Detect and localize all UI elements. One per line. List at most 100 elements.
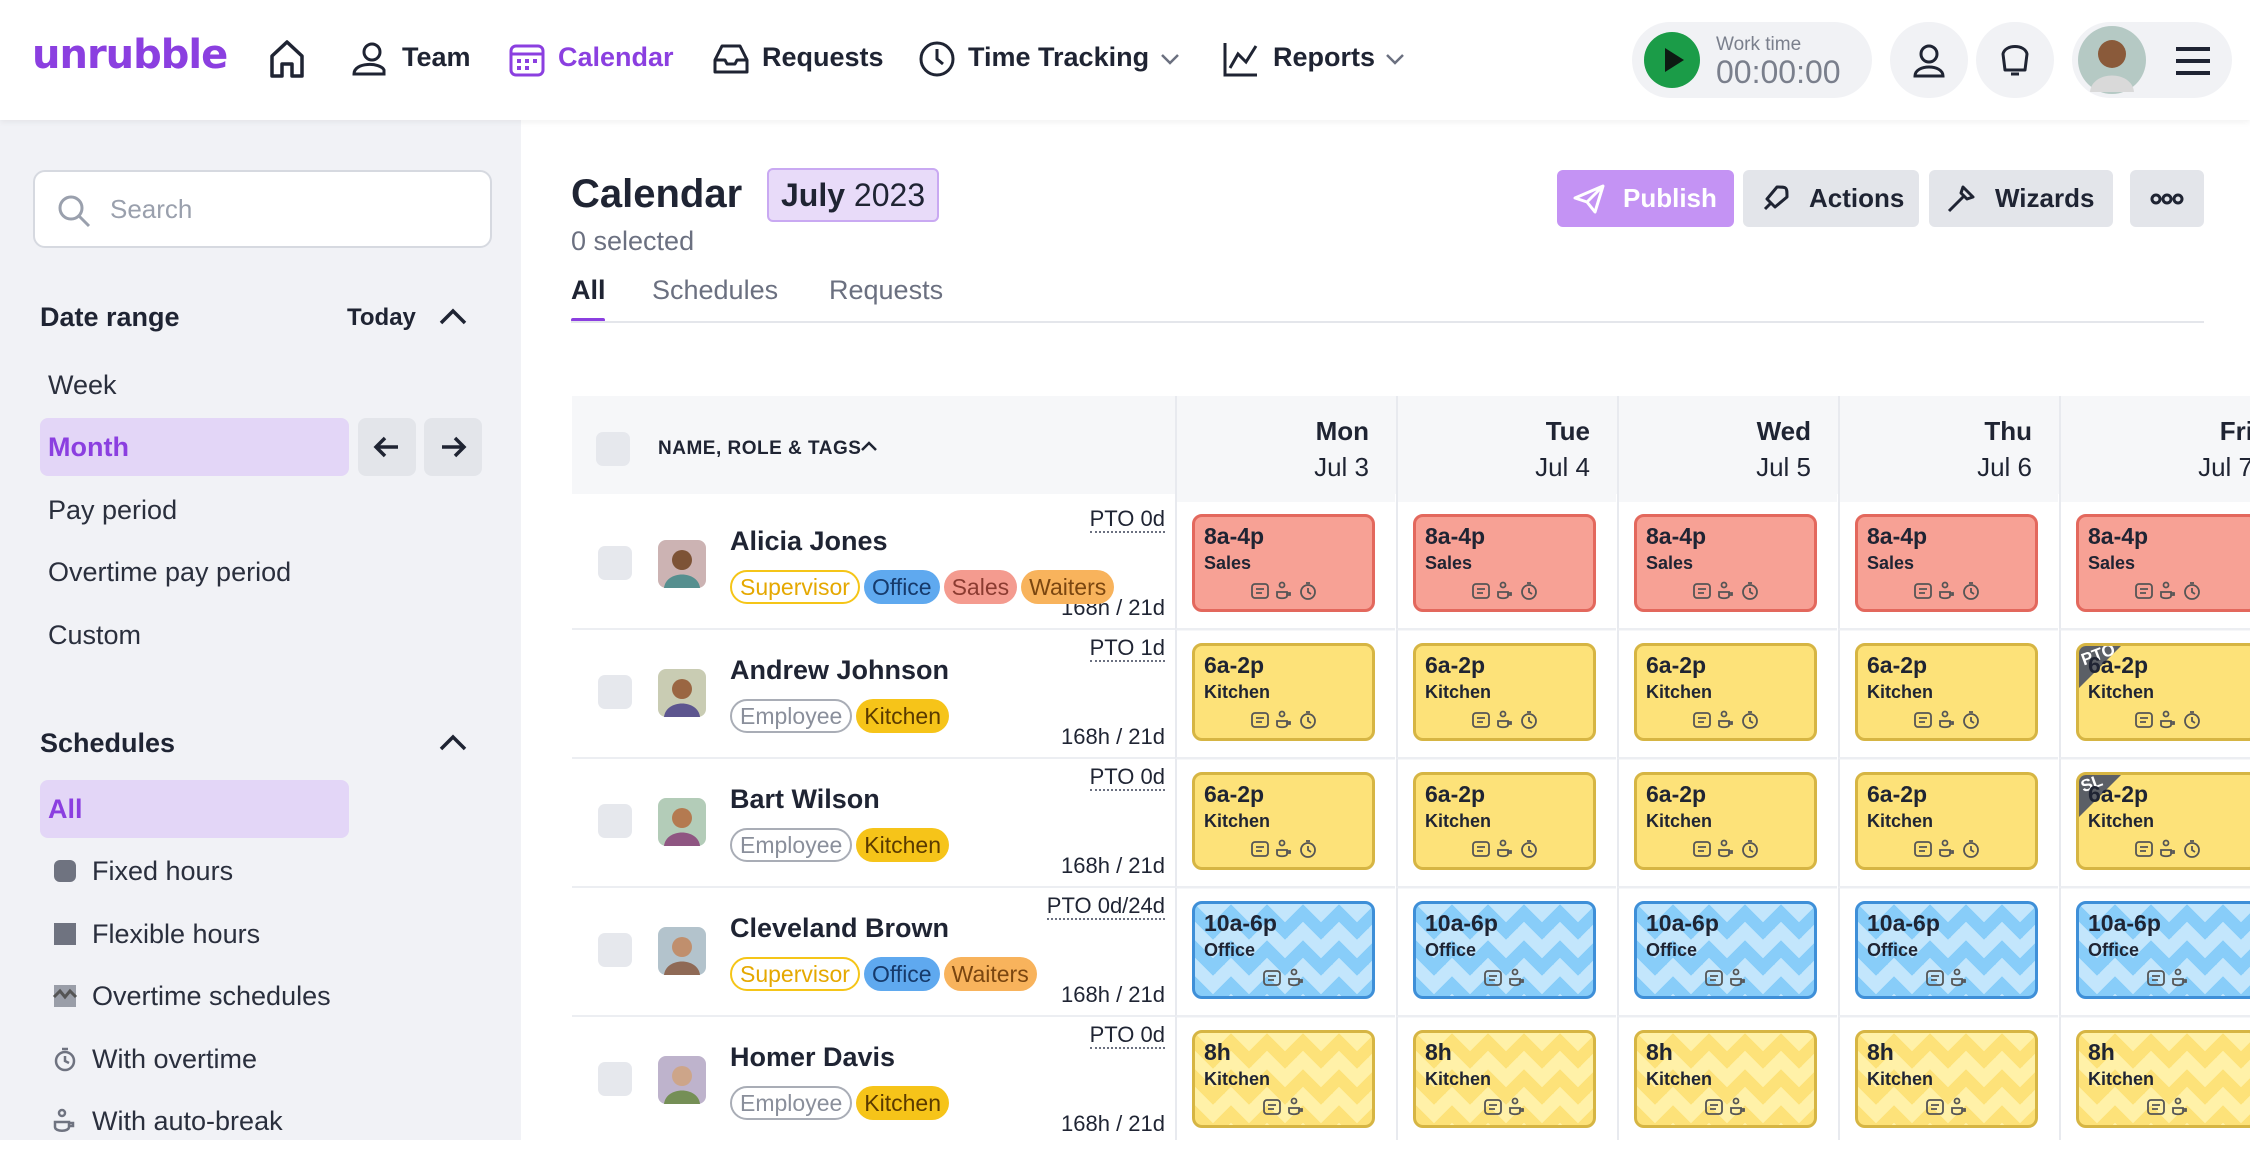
shift-card[interactable]: 8h Kitchen: [1413, 1030, 1596, 1128]
employee-name[interactable]: Bart Wilson: [730, 784, 880, 814]
shift-card[interactable]: 8h Kitchen: [1855, 1030, 2038, 1128]
nav-time-tracking[interactable]: Time Tracking: [968, 42, 1150, 72]
logo[interactable]: unrubble: [32, 32, 228, 78]
row-checkbox[interactable]: [598, 933, 632, 967]
pto: PTO 0d: [1089, 764, 1165, 791]
shift-card[interactable]: 8a-4p Sales: [1855, 514, 2038, 612]
tags: Employee Kitchen: [730, 828, 953, 862]
wizards-label: Wizards: [1995, 183, 2095, 213]
date-range-option[interactable]: Custom: [48, 619, 142, 650]
shift-card[interactable]: 6a-2p Kitchen: [1855, 643, 2038, 741]
schedule-option[interactable]: All: [40, 780, 349, 838]
schedule-option[interactable]: Overtime schedules: [92, 981, 331, 1012]
top-nav: unrubble Team Calendar Requests Time Tra…: [0, 0, 2250, 120]
month-picker[interactable]: July 2023: [767, 168, 940, 222]
profile-button[interactable]: [1890, 22, 1968, 98]
row-checkbox[interactable]: [598, 546, 632, 580]
shift-card[interactable]: 8a-4p Sales: [1634, 514, 1817, 612]
today-link[interactable]: Today: [347, 304, 416, 331]
shift-card[interactable]: 10a-6p Office: [1855, 901, 2038, 999]
requests-icon: [713, 44, 749, 74]
tab[interactable]: Schedules: [652, 275, 779, 305]
next-button[interactable]: [424, 418, 482, 477]
shift-card[interactable]: 8h Kitchen: [2076, 1030, 2250, 1128]
schedule-option[interactable]: Flexible hours: [92, 918, 261, 949]
shift-card[interactable]: 10a-6p Office: [2076, 901, 2250, 999]
shift-card[interactable]: PTO 6a-2p Kitchen: [2076, 643, 2250, 741]
employee-name[interactable]: Andrew Johnson: [730, 655, 950, 685]
shift-card[interactable]: 8a-4p Sales: [1192, 514, 1375, 612]
row-checkbox[interactable]: [598, 804, 632, 838]
schedule-option[interactable]: With auto-break: [92, 1106, 283, 1136]
shift-card[interactable]: 6a-2p Kitchen: [1855, 772, 2038, 870]
tags: Supervisor Office Sales Waiters: [730, 570, 1118, 604]
pto: PTO 1d: [1089, 635, 1165, 662]
shift-card[interactable]: 6a-2p Kitchen: [1192, 772, 1375, 870]
shift-card[interactable]: 8h Kitchen: [1192, 1030, 1375, 1128]
date-range-option[interactable]: Overtime pay period: [48, 557, 292, 588]
tag: Employee: [730, 699, 853, 733]
notifications-button[interactable]: [1976, 22, 2054, 98]
shift-card[interactable]: 6a-2p Kitchen: [1413, 772, 1596, 870]
date-range-option[interactable]: Week: [48, 370, 117, 400]
shift-card[interactable]: 6a-2p Kitchen: [1192, 643, 1375, 741]
shift-card[interactable]: 6a-2p Kitchen: [1634, 772, 1817, 870]
account-menu[interactable]: [2072, 22, 2232, 98]
wizards-button[interactable]: Wizards: [1929, 170, 2113, 227]
nav-calendar[interactable]: Calendar: [558, 42, 674, 72]
search-box[interactable]: Search: [33, 170, 492, 248]
shift-time: 8h: [2088, 1039, 2115, 1065]
actions-button[interactable]: Actions: [1743, 170, 1919, 227]
shift-card[interactable]: 6a-2p Kitchen: [1413, 643, 1596, 741]
prev-button[interactable]: [358, 418, 416, 477]
date-range-option[interactable]: Month: [40, 418, 349, 477]
home-icon[interactable]: [268, 38, 306, 80]
shift-time: 6a-2p: [1204, 652, 1265, 678]
pto-balance: PTO 0d: [875, 1022, 1165, 1049]
hours-total: 168h / 21d: [1061, 724, 1165, 749]
nav-requests[interactable]: Requests: [762, 42, 884, 72]
employee-name[interactable]: Homer Davis: [730, 1042, 896, 1072]
pto-balance: PTO 1d: [875, 635, 1165, 662]
employee-name[interactable]: Alicia Jones: [730, 526, 888, 556]
shift-card[interactable]: 8a-4p Sales: [2076, 514, 2250, 612]
shift-icons: [1637, 1097, 1814, 1122]
nav-reports[interactable]: Reports: [1273, 42, 1376, 72]
schedule-option[interactable]: Fixed hours: [92, 856, 234, 887]
reports-icon: [1223, 43, 1258, 77]
date-range-option[interactable]: Pay period: [48, 494, 178, 525]
actions-label: Actions: [1809, 183, 1905, 213]
shift-icons: [1858, 968, 2035, 993]
publish-button[interactable]: Publish: [1557, 170, 1734, 227]
tag: Supervisor: [730, 957, 860, 991]
shift-card[interactable]: 10a-6p Office: [1634, 901, 1817, 999]
shift-icons: [1416, 839, 1593, 864]
shift-time: 8a-4p: [1646, 523, 1707, 549]
shift-card[interactable]: SL 6a-2p Kitchen: [2076, 772, 2250, 870]
collapse-icon[interactable]: [438, 306, 468, 326]
day-date: Jul 3: [1314, 452, 1369, 482]
row-checkbox[interactable]: [598, 675, 632, 709]
name-column-header[interactable]: NAME, ROLE & TAGS: [658, 438, 862, 459]
more-button[interactable]: [2130, 170, 2204, 227]
tab[interactable]: Requests: [829, 275, 944, 305]
schedule-icon: [52, 983, 78, 1014]
collapse-icon[interactable]: [438, 732, 468, 752]
row-checkbox[interactable]: [598, 1062, 632, 1096]
shift-time: 10a-6p: [1425, 910, 1498, 936]
play-button[interactable]: [1644, 32, 1700, 88]
shift-card[interactable]: 8h Kitchen: [1634, 1030, 1817, 1128]
tab[interactable]: All: [571, 275, 606, 305]
shift-card[interactable]: 10a-6p Office: [1192, 901, 1375, 999]
schedule-option[interactable]: With overtime: [92, 1043, 258, 1074]
day-date: Jul 5: [1756, 452, 1811, 482]
shift-time: 8a-4p: [1867, 523, 1928, 549]
shift-card[interactable]: 6a-2p Kitchen: [1634, 643, 1817, 741]
shift-card[interactable]: 8a-4p Sales: [1413, 514, 1596, 612]
select-all-checkbox[interactable]: [596, 432, 630, 466]
day-date: Jul 7: [2198, 452, 2250, 482]
shift-card[interactable]: 10a-6p Office: [1413, 901, 1596, 999]
employee-name[interactable]: Cleveland Brown: [730, 913, 950, 943]
nav-team[interactable]: Team: [402, 42, 471, 72]
